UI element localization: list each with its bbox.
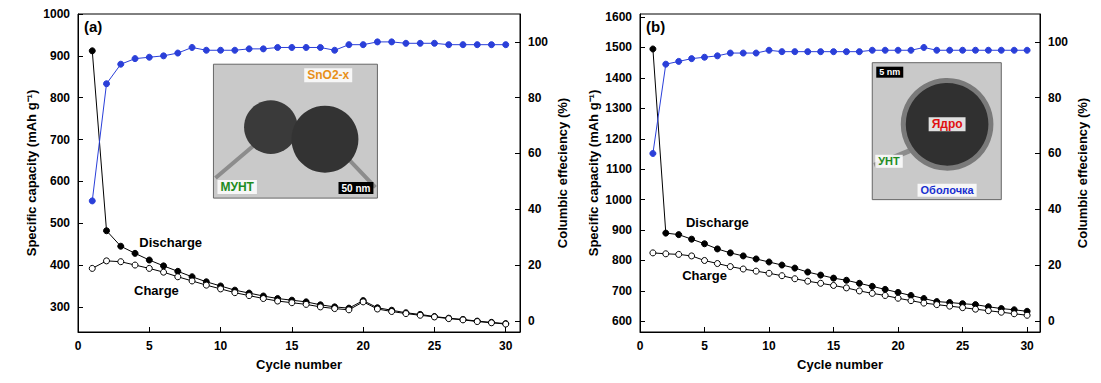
svg-text:20: 20 xyxy=(1048,258,1062,272)
svg-text:Charge: Charge xyxy=(682,268,727,283)
svg-text:5 nm: 5 nm xyxy=(879,67,900,77)
svg-text:80: 80 xyxy=(1048,91,1062,105)
svg-text:(a): (a) xyxy=(84,18,102,35)
svg-text:800: 800 xyxy=(50,91,70,105)
svg-text:(b): (b) xyxy=(646,18,665,35)
svg-text:80: 80 xyxy=(528,91,542,105)
svg-text:20: 20 xyxy=(528,258,542,272)
svg-text:SnO2-x: SnO2-x xyxy=(307,68,349,82)
svg-text:20: 20 xyxy=(891,339,905,353)
svg-text:25: 25 xyxy=(428,339,442,353)
svg-text:10: 10 xyxy=(214,339,228,353)
svg-text:Ядро: Ядро xyxy=(932,117,963,131)
svg-text:0: 0 xyxy=(637,339,644,353)
svg-text:Specific capacity (mAh g⁻¹): Specific capacity (mAh g⁻¹) xyxy=(24,90,39,257)
svg-text:5: 5 xyxy=(701,339,708,353)
svg-text:900: 900 xyxy=(612,223,632,237)
svg-text:Specific capacity (mAh g⁻¹): Specific capacity (mAh g⁻¹) xyxy=(586,90,601,257)
svg-text:0: 0 xyxy=(75,339,82,353)
svg-text:700: 700 xyxy=(50,133,70,147)
svg-text:400: 400 xyxy=(50,258,70,272)
svg-text:30: 30 xyxy=(1020,339,1034,353)
svg-text:МУНТ: МУНТ xyxy=(220,180,254,194)
svg-text:Discharge: Discharge xyxy=(686,215,749,230)
svg-text:300: 300 xyxy=(50,300,70,314)
svg-text:500: 500 xyxy=(50,216,70,230)
svg-text:15: 15 xyxy=(285,339,299,353)
svg-text:Cycle number: Cycle number xyxy=(797,357,883,372)
svg-text:0: 0 xyxy=(528,314,535,328)
svg-text:1500: 1500 xyxy=(605,40,632,54)
svg-text:10: 10 xyxy=(762,339,776,353)
svg-text:1300: 1300 xyxy=(605,101,632,115)
svg-text:25: 25 xyxy=(956,339,970,353)
svg-text:100: 100 xyxy=(528,35,548,49)
svg-text:600: 600 xyxy=(50,174,70,188)
svg-text:700: 700 xyxy=(612,284,632,298)
svg-text:30: 30 xyxy=(499,339,513,353)
svg-text:5: 5 xyxy=(146,339,153,353)
svg-text:1100: 1100 xyxy=(606,162,632,176)
svg-text:800: 800 xyxy=(612,253,632,267)
svg-text:40: 40 xyxy=(1048,202,1062,216)
svg-text:1000: 1000 xyxy=(605,193,632,207)
svg-text:Оболочка: Оболочка xyxy=(921,184,975,196)
svg-text:20: 20 xyxy=(356,339,370,353)
svg-text:1200: 1200 xyxy=(605,132,632,146)
svg-text:1400: 1400 xyxy=(605,71,632,85)
svg-text:Cycle number: Cycle number xyxy=(256,357,342,372)
svg-text:Columbic effeciency (%): Columbic effeciency (%) xyxy=(1075,98,1090,248)
svg-text:1600: 1600 xyxy=(605,10,632,24)
svg-text:1000: 1000 xyxy=(43,7,70,21)
svg-text:50 nm: 50 nm xyxy=(342,183,371,194)
svg-text:0: 0 xyxy=(1048,314,1055,328)
svg-text:Charge: Charge xyxy=(134,283,179,298)
svg-text:60: 60 xyxy=(1048,146,1062,160)
svg-text:60: 60 xyxy=(528,146,542,160)
svg-text:Columbic effeciency (%): Columbic effeciency (%) xyxy=(555,98,570,248)
svg-text:15: 15 xyxy=(827,339,841,353)
svg-text:40: 40 xyxy=(528,202,542,216)
svg-text:Discharge: Discharge xyxy=(139,235,202,250)
svg-text:100: 100 xyxy=(1048,35,1068,49)
svg-text:УНТ: УНТ xyxy=(878,155,900,167)
svg-text:600: 600 xyxy=(612,314,632,328)
svg-text:900: 900 xyxy=(50,49,70,63)
